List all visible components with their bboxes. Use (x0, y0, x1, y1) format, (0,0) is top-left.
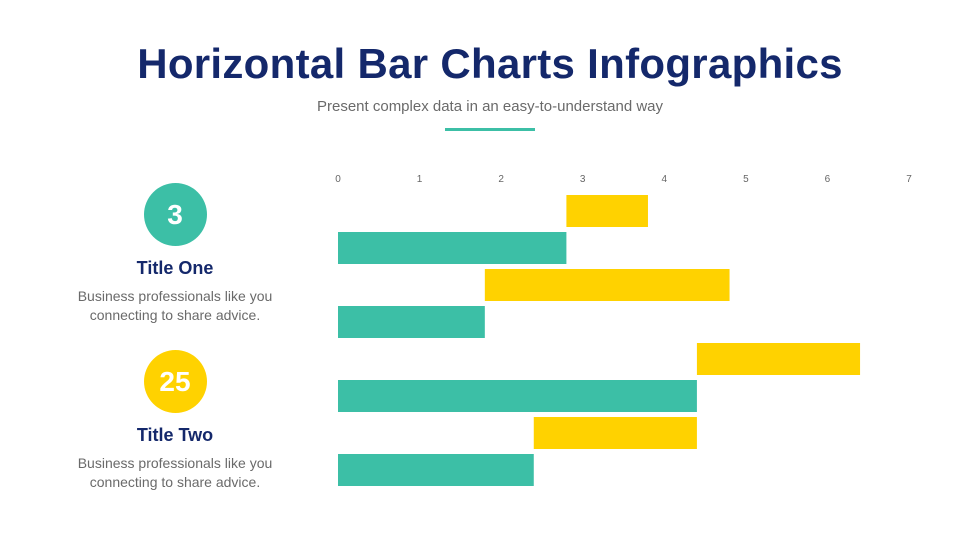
horizontal-bar-chart: 0 1 2 3 4 5 6 7 (335, 174, 912, 486)
badge-one: 3 (143, 183, 207, 246)
chart-bar (338, 454, 534, 486)
x-tick-label: 6 (825, 174, 831, 185)
badge-two: 25 (143, 350, 207, 413)
x-tick-label: 5 (743, 174, 749, 185)
chart-bar (484, 269, 730, 301)
x-tick-label: 2 (498, 174, 504, 185)
chart-bar (533, 417, 697, 449)
card-title-one: Title One (136, 258, 214, 278)
title-divider (445, 128, 535, 131)
page-title: Horizontal Bar Charts Infographics (137, 40, 843, 87)
chart-bar (696, 343, 861, 375)
card-text-two-line-2: connecting to share advice. (89, 474, 261, 490)
info-card-one: 3 Title One Business professionals like … (60, 183, 290, 325)
info-card-two: 25 Title Two Business professionals like… (60, 350, 290, 492)
x-tick-label: 3 (580, 174, 586, 185)
card-text-one-line-1: Business professionals like you (77, 288, 273, 304)
card-title-two: Title Two (136, 425, 214, 445)
chart-bar (566, 195, 648, 227)
chart-bar (338, 380, 697, 412)
chart-bar (338, 306, 485, 338)
card-text-one-line-2: connecting to share advice. (89, 307, 261, 323)
page-subtitle: Present complex data in an easy-to-under… (316, 98, 664, 115)
card-text-one: Business professionals like you connecti… (60, 287, 290, 325)
x-tick-label: 0 (335, 174, 341, 185)
x-tick-label: 7 (906, 174, 912, 185)
x-tick-label: 4 (662, 174, 668, 185)
x-tick-label: 1 (417, 174, 423, 185)
card-text-two-line-1: Business professionals like you (77, 455, 273, 471)
chart-bar (338, 232, 567, 264)
card-text-two: Business professionals like you connecti… (60, 454, 290, 492)
